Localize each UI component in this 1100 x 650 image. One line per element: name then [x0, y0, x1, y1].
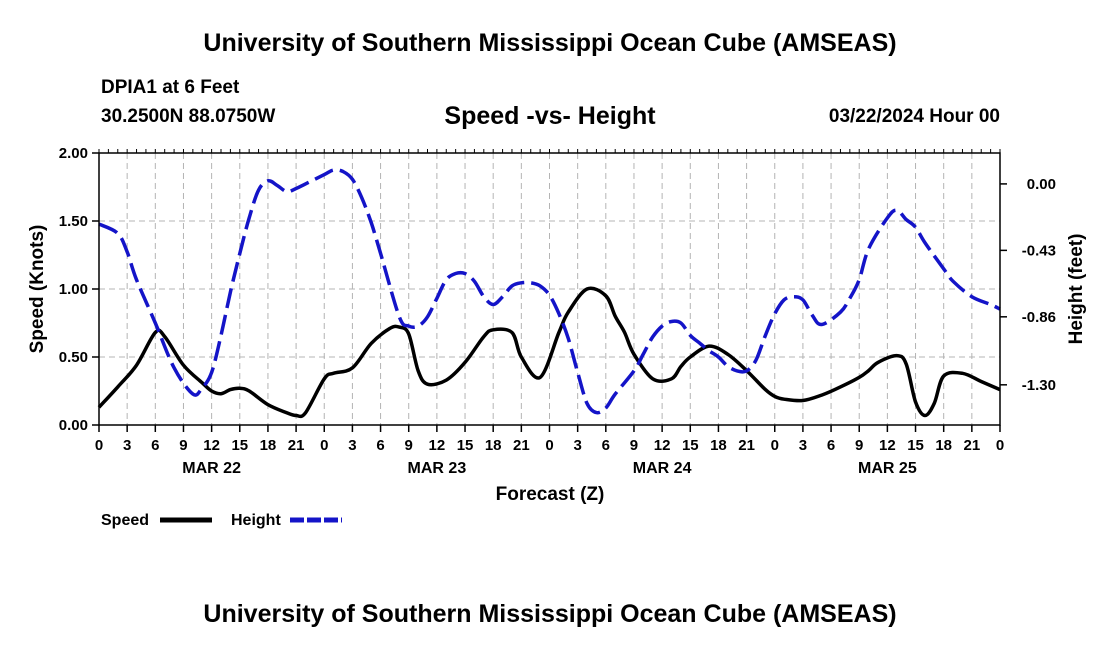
x-tick-label: 18 [260, 437, 277, 454]
axis-ticks [92, 149, 1007, 432]
x-tick-label: 3 [123, 437, 131, 454]
x-tick-label: 6 [376, 437, 384, 454]
y-left-tick-label: 0.00 [59, 417, 88, 434]
y-left-tick-label: 1.00 [59, 281, 88, 298]
y-right-tick-label: 0.00 [1027, 176, 1056, 193]
x-tick-label: 18 [710, 437, 727, 454]
x-tick-label: 9 [630, 437, 638, 454]
x-tick-label: 0 [95, 437, 103, 454]
x-tick-label: 3 [573, 437, 581, 454]
x-tick-label: 18 [485, 437, 502, 454]
x-tick-label: 6 [151, 437, 159, 454]
station-coordinates: 30.2500N 88.0750W [101, 106, 276, 127]
x-tick-label: 3 [348, 437, 356, 454]
y-left-tick-label: 0.50 [59, 349, 88, 366]
chart-title-top: University of Southern Mississippi Ocean… [203, 29, 897, 57]
legend-label-speed: Speed [101, 512, 149, 529]
x-tick-label: 9 [855, 437, 863, 454]
chart-subtitle: Speed -vs- Height [444, 102, 656, 130]
chart-title-bottom: University of Southern Mississippi Ocean… [203, 600, 897, 628]
x-day-label: MAR 24 [633, 460, 692, 477]
x-tick-label: 21 [738, 437, 755, 454]
x-tick-label: 0 [771, 437, 779, 454]
x-tick-label: 21 [513, 437, 530, 454]
x-tick-label: 12 [429, 437, 446, 454]
x-tick-label: 12 [203, 437, 220, 454]
legend: Speed Height [101, 512, 342, 529]
x-tick-label: 9 [179, 437, 187, 454]
station-label: DPIA1 at 6 Feet [101, 77, 240, 98]
grid-lines [99, 153, 1000, 425]
x-tick-label: 15 [457, 437, 474, 454]
x-tick-label: 15 [231, 437, 248, 454]
x-tick-label: 9 [405, 437, 413, 454]
legend-label-height: Height [231, 512, 281, 529]
x-tick-label: 0 [320, 437, 328, 454]
x-tick-label: 3 [799, 437, 807, 454]
x-tick-label: 15 [682, 437, 699, 454]
x-tick-label: 6 [602, 437, 610, 454]
x-tick-label: 12 [654, 437, 671, 454]
x-day-label: MAR 22 [182, 460, 241, 477]
x-tick-label: 6 [827, 437, 835, 454]
series-line-speed [97, 286, 1001, 419]
x-tick-label: 21 [288, 437, 305, 454]
x-tick-label: 21 [964, 437, 981, 454]
forecast-datetime: 03/22/2024 Hour 00 [828, 106, 1000, 127]
y-left-tick-label: 1.50 [59, 213, 88, 230]
x-tick-label: 12 [879, 437, 896, 454]
y-axis-left-title: Speed (Knots) [27, 225, 48, 354]
series-lines [97, 168, 1001, 419]
y-axis-right-title: Height (feet) [1066, 234, 1087, 345]
y-left-tick-label: 2.00 [59, 145, 88, 162]
x-day-label: MAR 23 [408, 460, 467, 477]
axis-labels: 0 3 6 9 12 15 18 21 0 3 6 9 12 15 18 21 0 3 6 9 12 15 18 21 0 3 6 9… [59, 145, 1056, 477]
x-tick-label: 0 [545, 437, 553, 454]
x-axis-title: Forecast (Z) [496, 484, 605, 505]
x-tick-label: 18 [935, 437, 952, 454]
y-right-tick-label: -0.43 [1022, 242, 1056, 259]
x-tick-label: 0 [996, 437, 1004, 454]
x-day-label: MAR 25 [858, 460, 917, 477]
series-line-height [98, 168, 1001, 415]
x-tick-label: 15 [907, 437, 924, 454]
y-right-tick-label: -0.86 [1022, 309, 1056, 326]
y-right-tick-label: -1.30 [1022, 377, 1056, 394]
